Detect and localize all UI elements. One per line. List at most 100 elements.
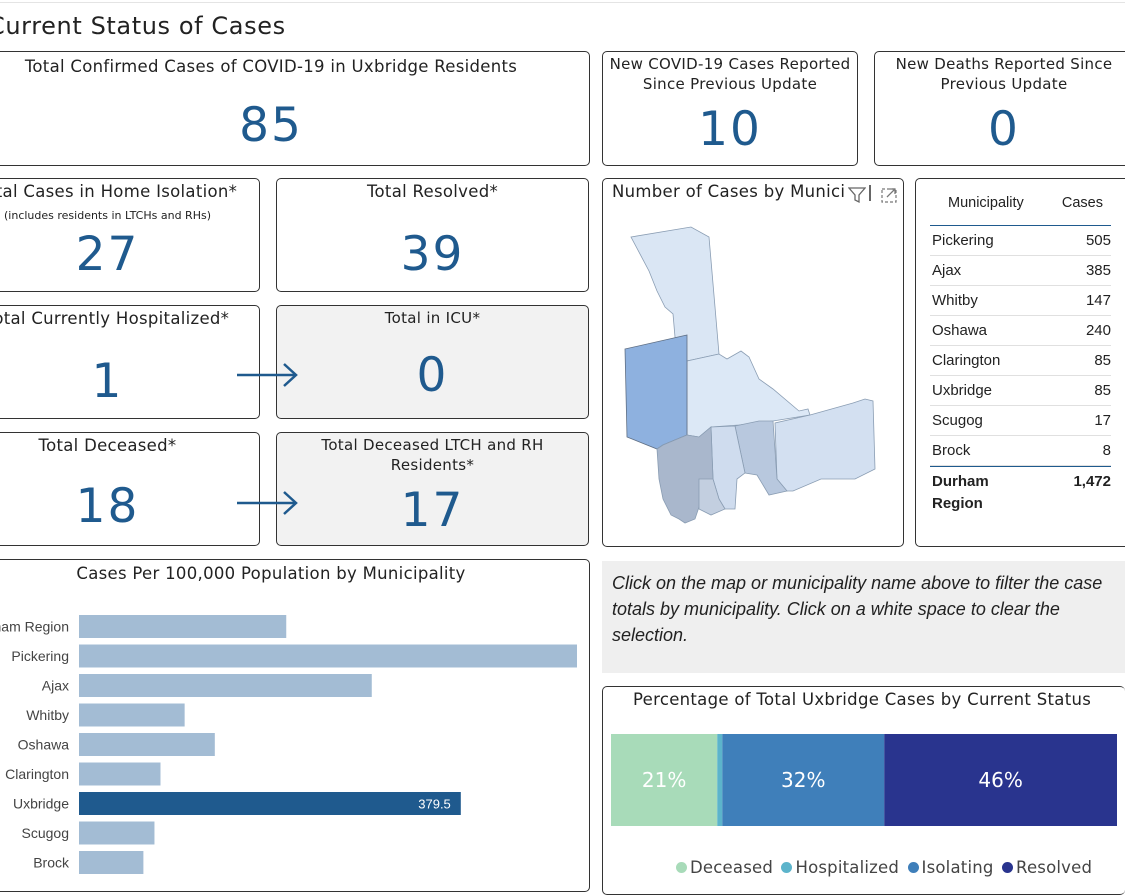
durham-region-map[interactable]: [603, 179, 904, 547]
bar-ajax[interactable]: [79, 674, 372, 697]
kpi-deceased-ltch-card[interactable]: Total Deceased LTCH and RH Residents* 17: [276, 432, 589, 546]
municipality-cell: Pickering: [932, 232, 994, 249]
cases-cell: 8: [1102, 442, 1111, 459]
table-row[interactable]: Uxbridge 85: [930, 376, 1111, 406]
map-card[interactable]: Number of Cases by Municipality: [602, 178, 904, 547]
table-row[interactable]: Oshawa 240: [930, 316, 1111, 346]
kpi-deceased-card[interactable]: Total Deceased* 18: [0, 432, 260, 546]
category-label[interactable]: Scugog: [22, 825, 69, 841]
kpi-title: Total Currently Hospitalized*: [0, 309, 230, 328]
table-row[interactable]: Whitby 147: [930, 286, 1111, 316]
category-label[interactable]: Clarington: [5, 766, 69, 782]
segment-label: 21%: [642, 768, 686, 792]
table-row[interactable]: Clarington 85: [930, 346, 1111, 376]
municipality-cell: Uxbridge: [932, 382, 993, 399]
municipality-cell: Clarington: [932, 352, 1001, 369]
legend-hospitalized[interactable]: Hospitalized: [781, 858, 899, 877]
category-label[interactable]: Uxbridge: [13, 796, 69, 812]
cases-per-100k-card: Cases Per 100,000 Population by Municipa…: [0, 559, 590, 892]
bar-uxbridge[interactable]: [79, 792, 461, 815]
bar-oshawa[interactable]: [79, 733, 215, 756]
map-region-ajax: [698, 478, 726, 516]
kpi-value: 18: [75, 479, 140, 534]
table-row[interactable]: Scugog 17: [930, 406, 1111, 436]
kpi-home-isolation-card[interactable]: Total Cases in Home Isolation* (includes…: [0, 178, 260, 292]
kpi-hospitalized-card[interactable]: Total Currently Hospitalized* 1: [0, 305, 260, 419]
category-label[interactable]: Durham Region: [0, 619, 69, 635]
bar-pickering[interactable]: [79, 644, 577, 668]
table-header: Municipality Cases: [930, 181, 1111, 226]
filter-instructions: Click on the map or municipality name ab…: [602, 561, 1125, 673]
kpi-subtitle: (includes residents in LTCHs and RHs): [4, 209, 211, 222]
table-row[interactable]: Ajax 385: [930, 256, 1111, 286]
kpi-title: New COVID-19 Cases Reported Since Previo…: [609, 55, 851, 93]
legend-dot: [907, 862, 919, 873]
municipality-table-card[interactable]: Municipality Cases Pickering 505 Ajax 385 Wh…: [915, 178, 1125, 547]
category-label[interactable]: Pickering: [11, 648, 69, 664]
legend-isolating[interactable]: Isolating: [907, 858, 994, 877]
status-percentage-card: Percentage of Total Uxbridge Cases by Cu…: [602, 686, 1125, 895]
kpi-icu-card[interactable]: Total in ICU* 0: [276, 305, 589, 419]
arrow-right-icon: [237, 491, 298, 515]
segment-deceased[interactable]: [611, 734, 718, 826]
bar-brock[interactable]: [79, 851, 144, 874]
municipality-cell: Whitby: [932, 292, 978, 309]
category-label[interactable]: Oshawa: [18, 737, 70, 753]
bar-clarington[interactable]: [79, 762, 161, 786]
legend-resolved[interactable]: Resolved: [1002, 858, 1092, 877]
segment-isolating[interactable]: [722, 734, 885, 826]
column-header-municipality[interactable]: Municipality: [948, 195, 1024, 211]
cases-cell: 17: [1094, 412, 1111, 429]
cases-cell: 385: [1085, 262, 1111, 279]
kpi-total-confirmed-card[interactable]: Total Confirmed Cases of COVID-19 in Uxb…: [0, 51, 590, 166]
status-legend: Deceased Hospitalized Isolating Resolved: [676, 858, 1095, 877]
kpi-title: Total Deceased LTCH and RH Residents*: [321, 436, 544, 474]
column-header-cases[interactable]: Cases: [1061, 195, 1103, 211]
kpi-title: New Deaths Reported Since Previous Updat…: [895, 55, 1113, 93]
filter-icon[interactable]: [848, 186, 866, 204]
kpi-value: 39: [400, 227, 465, 282]
cases-cell: 505: [1085, 232, 1111, 249]
bar-scugog[interactable]: [79, 821, 155, 845]
chart-title: Percentage of Total Uxbridge Cases by Cu…: [633, 690, 1092, 709]
legend-dot: [676, 862, 687, 873]
focus-mode-icon[interactable]: [880, 186, 898, 204]
kpi-title: Total Confirmed Cases of COVID-19 in Uxb…: [24, 57, 518, 76]
cases-per-100k-chart[interactable]: Durham Region Pickering Ajax Whitby Oshawa Cl…: [0, 560, 590, 892]
more-options-icon[interactable]: [869, 185, 871, 201]
table-total-row[interactable]: Durham Region 1,472: [930, 466, 1111, 515]
legend-deceased[interactable]: Deceased: [676, 858, 773, 877]
cases-cell: 147: [1085, 292, 1111, 309]
category-label[interactable]: Ajax: [42, 678, 69, 694]
kpi-value: 1: [91, 354, 124, 409]
page-title: Current Status of Cases: [0, 12, 286, 40]
status-stacked-bar[interactable]: 21% 32% 46%: [603, 687, 1125, 895]
kpi-title: Total Deceased*: [38, 436, 177, 455]
segment-resolved[interactable]: [884, 734, 1117, 826]
table-row[interactable]: Brock 8: [930, 436, 1111, 466]
data-label: 379.5: [418, 797, 451, 812]
kpi-value: 85: [239, 98, 303, 153]
kpi-new-cases-card[interactable]: New COVID-19 Cases Reported Since Previo…: [602, 51, 858, 166]
cases-cell: 85: [1094, 382, 1111, 399]
kpi-resolved-card[interactable]: Total Resolved* 39: [276, 178, 589, 292]
bar-whitby[interactable]: [79, 703, 185, 727]
kpi-title: Total Cases in Home Isolation*: [0, 182, 238, 201]
map-region-oshawa: [734, 420, 788, 496]
kpi-value: 0: [988, 102, 1020, 157]
top-divider: [0, 2, 1125, 3]
legend-dot: [1002, 862, 1014, 873]
arrow-right-icon: [237, 363, 298, 387]
bar-durham-region[interactable]: [79, 615, 287, 638]
segment-label: 32%: [781, 768, 825, 792]
municipality-cell: Ajax: [932, 262, 962, 279]
map-region-uxbridge: [624, 334, 688, 450]
kpi-new-deaths-card[interactable]: New Deaths Reported Since Previous Updat…: [874, 51, 1125, 166]
table-body: Pickering 505 Ajax 385 Whitby 147 Oshawa 240 Cla…: [930, 226, 1111, 466]
category-label[interactable]: Whitby: [26, 707, 69, 723]
table-row[interactable]: Pickering 505: [930, 226, 1111, 256]
category-label[interactable]: Brock: [33, 855, 70, 871]
cases-cell: 240: [1085, 322, 1111, 339]
segment-hospitalized[interactable]: [717, 734, 723, 826]
kpi-title: Total in ICU*: [384, 309, 481, 327]
